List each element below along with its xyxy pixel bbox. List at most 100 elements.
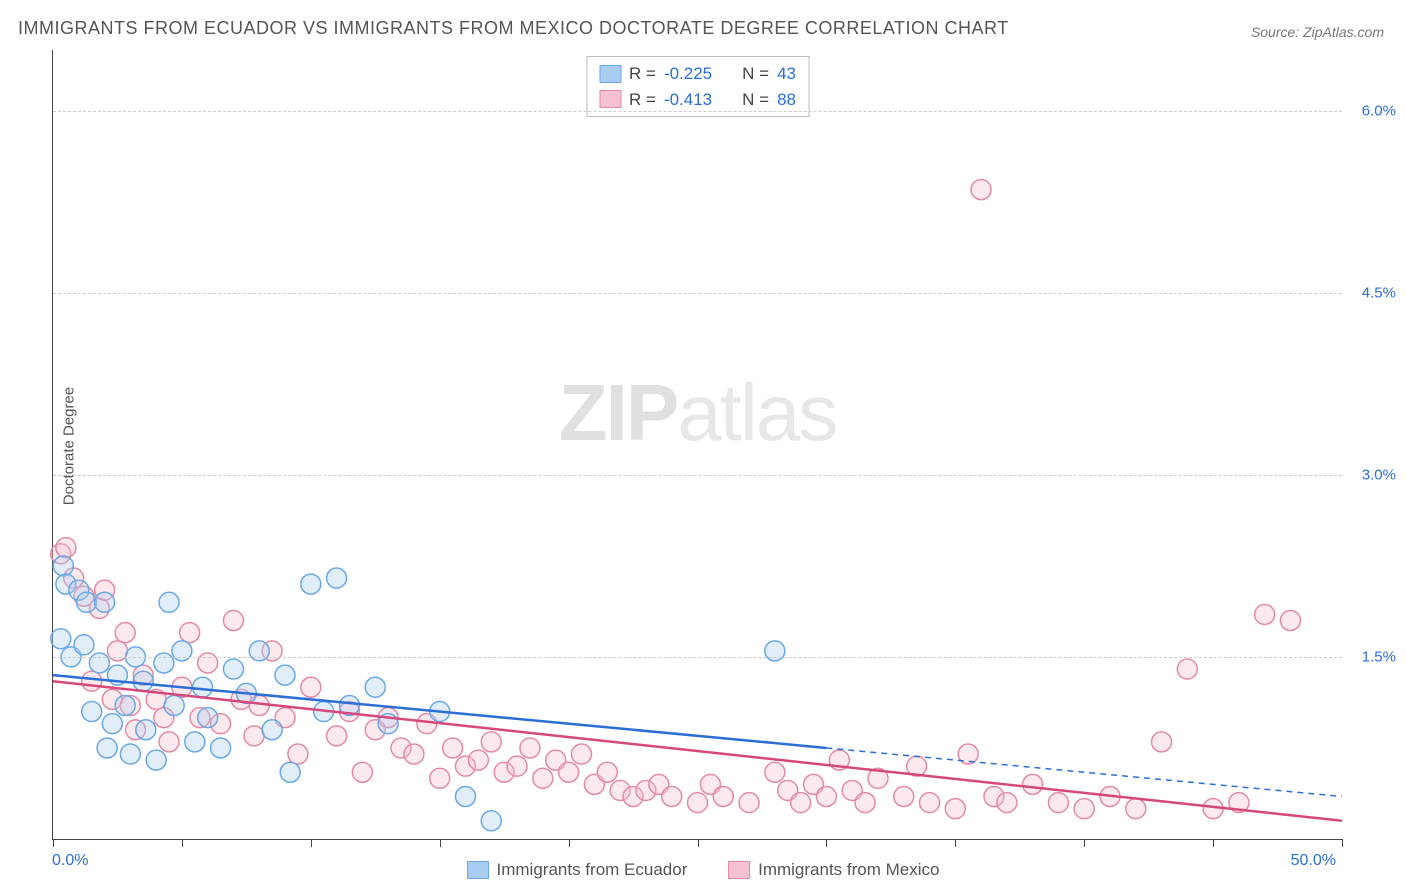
y-tick-label: 3.0%	[1362, 466, 1396, 483]
gridline	[53, 111, 1342, 112]
scatter-point-mexico	[430, 768, 450, 788]
scatter-point-ecuador	[280, 762, 300, 782]
scatter-point-ecuador	[275, 665, 295, 685]
scatter-point-mexico	[115, 623, 135, 643]
scatter-point-mexico	[468, 750, 488, 770]
swatch-ecuador	[467, 861, 489, 879]
scatter-point-ecuador	[74, 635, 94, 655]
scatter-point-ecuador	[211, 738, 231, 758]
x-tick	[311, 839, 312, 847]
scatter-point-ecuador	[146, 750, 166, 770]
scatter-point-ecuador	[455, 787, 475, 807]
scatter-point-ecuador	[53, 556, 73, 576]
scatter-point-ecuador	[115, 695, 135, 715]
swatch-mexico	[728, 861, 750, 879]
scatter-point-mexico	[920, 793, 940, 813]
x-tick	[1213, 839, 1214, 847]
scatter-point-ecuador	[136, 720, 156, 740]
scatter-point-mexico	[223, 611, 243, 631]
gridline	[53, 293, 1342, 294]
scatter-point-mexico	[352, 762, 372, 782]
scatter-point-mexico	[327, 726, 347, 746]
scatter-point-mexico	[404, 744, 424, 764]
legend-label: Immigrants from Mexico	[758, 860, 939, 880]
legend-item-mexico: Immigrants from Mexico	[728, 860, 939, 880]
scatter-point-mexico	[507, 756, 527, 776]
scatter-point-mexico	[559, 762, 579, 782]
scatter-point-mexico	[159, 732, 179, 752]
scatter-point-mexico	[1048, 793, 1068, 813]
y-tick-label: 6.0%	[1362, 102, 1396, 119]
scatter-point-mexico	[816, 787, 836, 807]
scatter-point-ecuador	[262, 720, 282, 740]
scatter-point-mexico	[1280, 611, 1300, 631]
scatter-point-mexico	[288, 744, 308, 764]
chart-plot-area: ZIPatlas R = -0.225 N = 43 R = -0.413 N …	[52, 50, 1342, 840]
scatter-point-mexico	[739, 793, 759, 813]
x-tick	[698, 839, 699, 847]
scatter-point-mexico	[443, 738, 463, 758]
x-tick	[182, 839, 183, 847]
scatter-point-mexico	[597, 762, 617, 782]
scatter-point-ecuador	[95, 592, 115, 612]
scatter-point-mexico	[301, 677, 321, 697]
scatter-point-mexico	[82, 671, 102, 691]
scatter-point-ecuador	[77, 592, 97, 612]
scatter-point-ecuador	[102, 714, 122, 734]
scatter-point-mexico	[1152, 732, 1172, 752]
scatter-point-ecuador	[301, 574, 321, 594]
scatter-point-ecuador	[193, 677, 213, 697]
plot-svg	[53, 50, 1342, 839]
scatter-point-ecuador	[185, 732, 205, 752]
scatter-point-mexico	[855, 793, 875, 813]
scatter-point-mexico	[1074, 799, 1094, 819]
scatter-point-ecuador	[365, 677, 385, 697]
scatter-point-ecuador	[82, 702, 102, 722]
scatter-point-mexico	[713, 787, 733, 807]
scatter-point-mexico	[688, 793, 708, 813]
scatter-point-mexico	[180, 623, 200, 643]
scatter-point-mexico	[1126, 799, 1146, 819]
scatter-point-mexico	[997, 793, 1017, 813]
scatter-point-mexico	[520, 738, 540, 758]
scatter-point-ecuador	[51, 629, 71, 649]
scatter-point-mexico	[971, 180, 991, 200]
scatter-point-ecuador	[481, 811, 501, 831]
scatter-point-mexico	[481, 732, 501, 752]
legend-item-ecuador: Immigrants from Ecuador	[467, 860, 688, 880]
scatter-point-mexico	[1255, 604, 1275, 624]
scatter-point-mexico	[894, 787, 914, 807]
scatter-point-mexico	[1177, 659, 1197, 679]
x-tick	[53, 839, 54, 847]
scatter-point-mexico	[662, 787, 682, 807]
scatter-point-ecuador	[97, 738, 117, 758]
x-tick	[1084, 839, 1085, 847]
scatter-point-mexico	[1023, 774, 1043, 794]
scatter-point-ecuador	[164, 695, 184, 715]
x-tick	[1342, 839, 1343, 847]
scatter-point-mexico	[244, 726, 264, 746]
scatter-point-ecuador	[198, 708, 218, 728]
scatter-point-mexico	[571, 744, 591, 764]
gridline	[53, 657, 1342, 658]
scatter-point-ecuador	[159, 592, 179, 612]
series-legend: Immigrants from Ecuador Immigrants from …	[0, 860, 1406, 884]
scatter-point-mexico	[765, 762, 785, 782]
x-tick	[955, 839, 956, 847]
scatter-point-ecuador	[120, 744, 140, 764]
x-tick	[440, 839, 441, 847]
scatter-point-ecuador	[133, 671, 153, 691]
gridline	[53, 475, 1342, 476]
scatter-point-mexico	[533, 768, 553, 788]
chart-title: IMMIGRANTS FROM ECUADOR VS IMMIGRANTS FR…	[18, 18, 1009, 39]
legend-label: Immigrants from Ecuador	[497, 860, 688, 880]
y-tick-label: 1.5%	[1362, 648, 1396, 665]
source-attribution: Source: ZipAtlas.com	[1251, 24, 1384, 40]
x-tick	[826, 839, 827, 847]
scatter-point-mexico	[791, 793, 811, 813]
scatter-point-mexico	[945, 799, 965, 819]
scatter-point-ecuador	[327, 568, 347, 588]
scatter-point-ecuador	[223, 659, 243, 679]
x-tick	[569, 839, 570, 847]
scatter-point-mexico	[56, 538, 76, 558]
